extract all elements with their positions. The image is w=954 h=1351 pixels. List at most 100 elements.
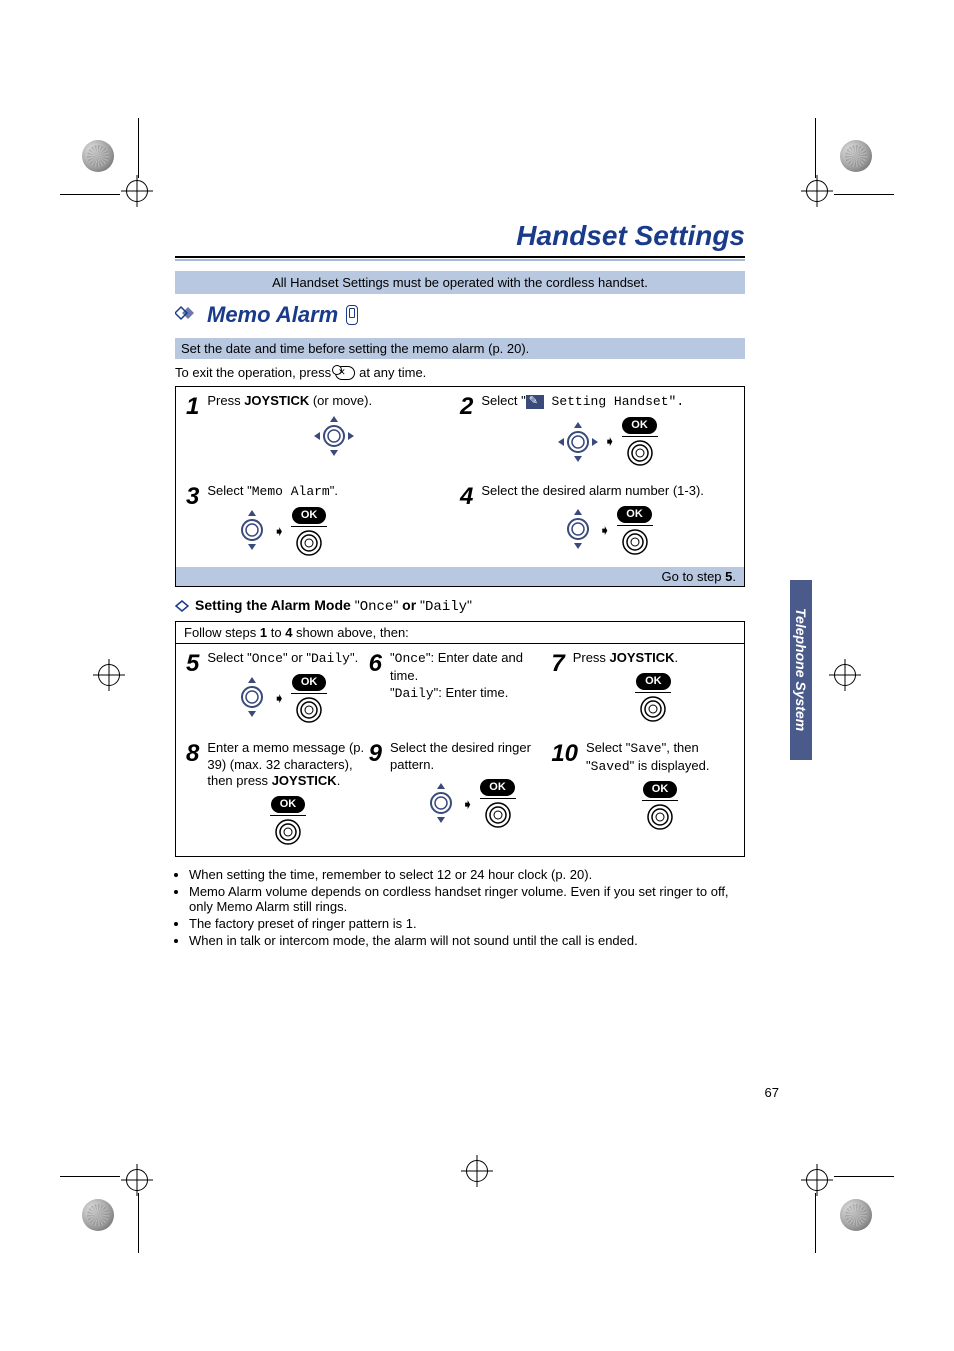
registration-tr [806,180,828,202]
registration-bc [466,1160,488,1182]
ok-label: OK [622,417,657,434]
steps-box-1: 1 Press JOYSTICK (or move). [175,386,745,587]
step-number: 1 [186,393,199,467]
text-mono: Memo Alarm [252,484,330,499]
step-7: 7 Press JOYSTICK. OK [551,650,734,724]
cropline [834,1176,894,1177]
text-mono: Daily [425,599,467,615]
top-banner: All Handset Settings must be operated wi… [175,271,745,294]
text-mono: Saved [591,759,630,774]
page-content: Handset Settings All Handset Settings mu… [175,220,745,950]
text: ". [330,483,338,498]
joystick-4way-icon [558,422,598,462]
ok-press-icon: OK [291,507,327,557]
joystick-vert-icon [237,510,267,553]
text-mono: Once [395,651,426,666]
ok-press-icon: OK [270,796,306,846]
ring-icon [295,529,323,557]
step-number: 2 [460,393,473,467]
text-mono: Daily [311,651,350,666]
registration-mr [834,664,856,686]
page-number: 67 [765,1085,779,1100]
step-4: 4 Select the desired alarm number (1-3). [460,483,734,557]
wrench-icon [526,395,544,409]
memo-banner: Set the date and time before setting the… [175,338,745,359]
joystick-4way-icon [314,416,354,456]
ok-label: OK [480,779,515,796]
step-number: 10 [551,740,578,847]
side-tab: Telephone System [790,580,812,760]
text-mono: Save [630,741,661,756]
text-mono: Once [252,651,283,666]
step-text: Enter a memo message (p. 39) (max. 32 ch… [207,740,368,791]
rule-light [175,259,745,261]
exit-text-prefix: To exit the operation, press [175,365,331,380]
ring-icon [484,801,512,829]
ring-icon [621,528,649,556]
section-heading: Memo Alarm [207,302,338,328]
text: Select " [481,393,525,408]
notes-list: When setting the time, remember to selec… [175,867,745,948]
step-1: 1 Press JOYSTICK (or move). [186,393,460,467]
handset-icon [344,305,358,325]
ok-label: OK [636,673,671,690]
step-2: 2 Select " Setting Handset". [460,393,734,467]
ok-press-icon: OK [642,781,678,831]
cropline [138,1193,139,1253]
step-number: 5 [186,650,199,724]
cropline [60,194,120,195]
ring-icon [639,695,667,723]
ok-label: OK [271,796,306,813]
joystick-vert-icon [426,783,456,826]
step-5: 5 Select "Once" or "Daily". [186,650,369,724]
step-number: 7 [551,650,564,724]
steps-box-2: 5 Select "Once" or "Daily". [175,644,745,858]
step-number: 6 [369,650,382,724]
step-10: 10 Select "Save", then "Saved" is displa… [551,740,734,847]
ok-press-icon: OK [480,779,516,829]
arrow-icon: ➧ [599,522,611,539]
registration-bl [126,1169,148,1191]
ok-label: OK [292,674,327,691]
arrow-icon: ➧ [604,433,616,450]
step-text: Select "Once" or "Daily". [207,650,368,668]
diamond-icon [175,304,201,327]
list-item: When in talk or intercom mode, the alarm… [189,933,745,948]
page-title: Handset Settings [175,220,745,252]
step-8: 8 Enter a memo message (p. 39) (max. 32 … [186,740,369,847]
diamond-icon-small [175,600,189,612]
step-number: 9 [369,740,382,847]
crop-circle-tl [82,140,114,172]
step-number: 4 [460,483,473,557]
step-text: Select " Setting Handset". [481,393,734,411]
text-mono: Daily [395,686,434,701]
ok-label: OK [617,506,652,523]
exit-instruction: To exit the operation, press at any time… [175,365,745,380]
ok-press-icon: OK [622,417,658,467]
step-9: 9 Select the desired ringer pattern. [369,740,552,847]
ok-label: OK [292,507,327,524]
crop-circle-br [840,1199,872,1231]
step-text: Select "Save", then "Saved" is displayed… [586,740,734,776]
ok-label: OK [643,781,678,798]
arrow-icon: ➧ [273,523,285,540]
cropline [834,194,894,195]
step-text: Select "Memo Alarm". [207,483,460,501]
arrow-icon: ➧ [273,690,285,707]
step-number: 3 [186,483,199,557]
registration-ml [98,664,120,686]
section-title: Memo Alarm [175,302,745,328]
step-6: 6 "Once": Enter date and time. "Daily": … [369,650,552,724]
step-number: 8 [186,740,199,847]
arrow-icon: ➧ [462,796,474,813]
cropline [815,1193,816,1253]
text-mono: Once [360,599,394,615]
joystick-vert-icon [563,509,593,552]
step-3: 3 Select "Memo Alarm". [186,483,460,557]
registration-br [806,1169,828,1191]
exit-text-suffix: at any time. [359,365,426,380]
step-text: Press JOYSTICK. [573,650,734,667]
step-text: "Once": Enter date and time. "Daily": En… [390,650,551,703]
ok-press-icon: OK [617,506,653,556]
joystick-vert-icon [237,677,267,720]
